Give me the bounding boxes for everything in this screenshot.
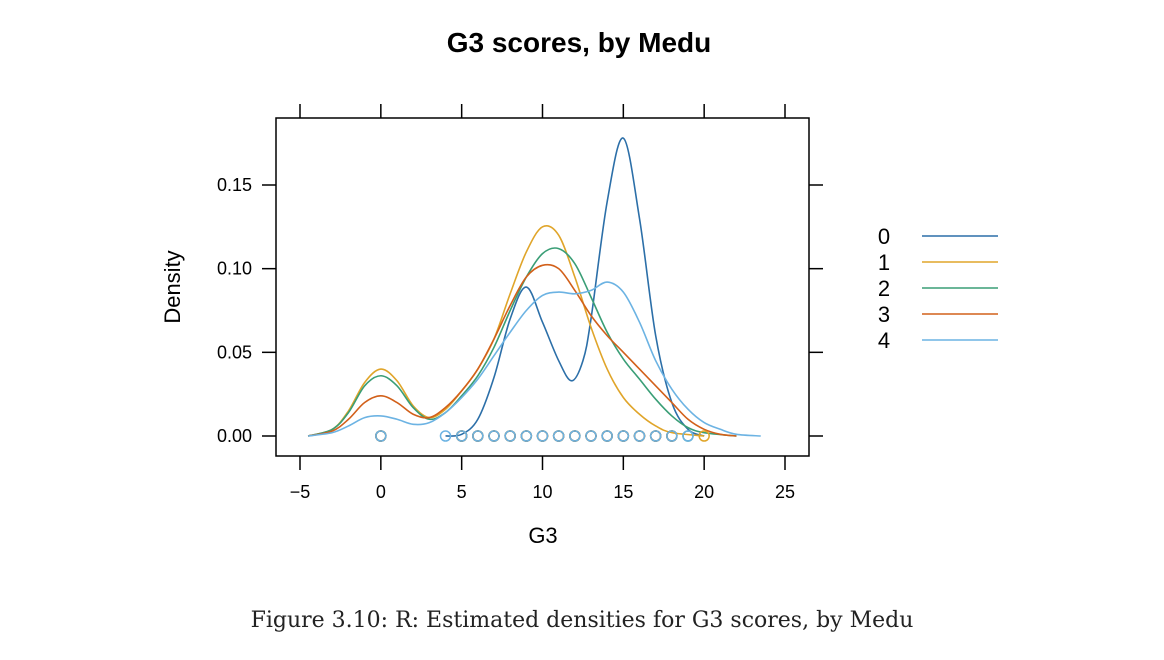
x-tick-label: 0 xyxy=(376,482,386,502)
legend-label-4: 4 xyxy=(878,328,890,353)
rug-point-4 xyxy=(666,430,678,442)
legend-label-2: 2 xyxy=(878,276,890,301)
rug-point-1 xyxy=(698,430,710,442)
rug-point-4 xyxy=(617,430,630,442)
density-curve-1 xyxy=(307,224,705,437)
y-tick-label: 0.10 xyxy=(217,259,252,279)
density-curve-3 xyxy=(307,263,737,437)
top-axis-ticks xyxy=(299,104,786,118)
plot-frame xyxy=(275,117,810,457)
rug-point-4 xyxy=(439,430,452,442)
x-tick-label: 15 xyxy=(613,482,633,502)
rug-point-4 xyxy=(375,430,387,442)
x-tick-label: 5 xyxy=(457,482,467,502)
density-curve-0 xyxy=(445,137,705,437)
density-curves xyxy=(307,137,761,437)
rug-point-4 xyxy=(472,430,484,442)
rug-point-4 xyxy=(520,430,533,442)
rug-points xyxy=(375,430,710,442)
rug-point-4 xyxy=(455,430,468,442)
rug-point-4 xyxy=(569,430,581,442)
legend-label-1: 1 xyxy=(878,250,890,275)
density-curve-2 xyxy=(307,247,737,437)
rug-point-4 xyxy=(504,430,516,442)
rug-point-4 xyxy=(601,430,613,442)
x-tick-label: 10 xyxy=(532,482,552,502)
rug-point-4 xyxy=(649,430,662,442)
y-axis: 0.00 0.05 0.10 0.15 xyxy=(217,175,276,446)
rug-point-4 xyxy=(633,430,646,442)
rug-point-4 xyxy=(585,430,597,442)
rug-point-4 xyxy=(536,430,549,442)
x-tick-label: 25 xyxy=(775,482,795,502)
x-axis-label: G3 xyxy=(528,523,557,548)
rug-point-4 xyxy=(682,430,694,442)
rug-point-4 xyxy=(488,430,500,442)
y-axis-label: Density xyxy=(160,250,185,323)
y-tick-label: 0.00 xyxy=(217,426,252,446)
y-tick-label: 0.05 xyxy=(217,342,252,362)
right-axis-ticks xyxy=(809,184,823,437)
legend-label-3: 3 xyxy=(878,302,890,327)
legend-label-0: 0 xyxy=(878,224,890,249)
x-tick-label: 20 xyxy=(694,482,714,502)
chart-title: G3 scores, by Medu xyxy=(447,27,712,58)
rug-point-4 xyxy=(552,430,565,442)
density-curve-4 xyxy=(307,281,761,437)
x-tick-label: −5 xyxy=(290,482,311,502)
y-tick-label: 0.15 xyxy=(217,175,252,195)
x-axis: −5 0 5 10 15 20 25 xyxy=(290,456,795,502)
figure-caption: Figure 3.10: R: Estimated densities for … xyxy=(250,608,914,633)
